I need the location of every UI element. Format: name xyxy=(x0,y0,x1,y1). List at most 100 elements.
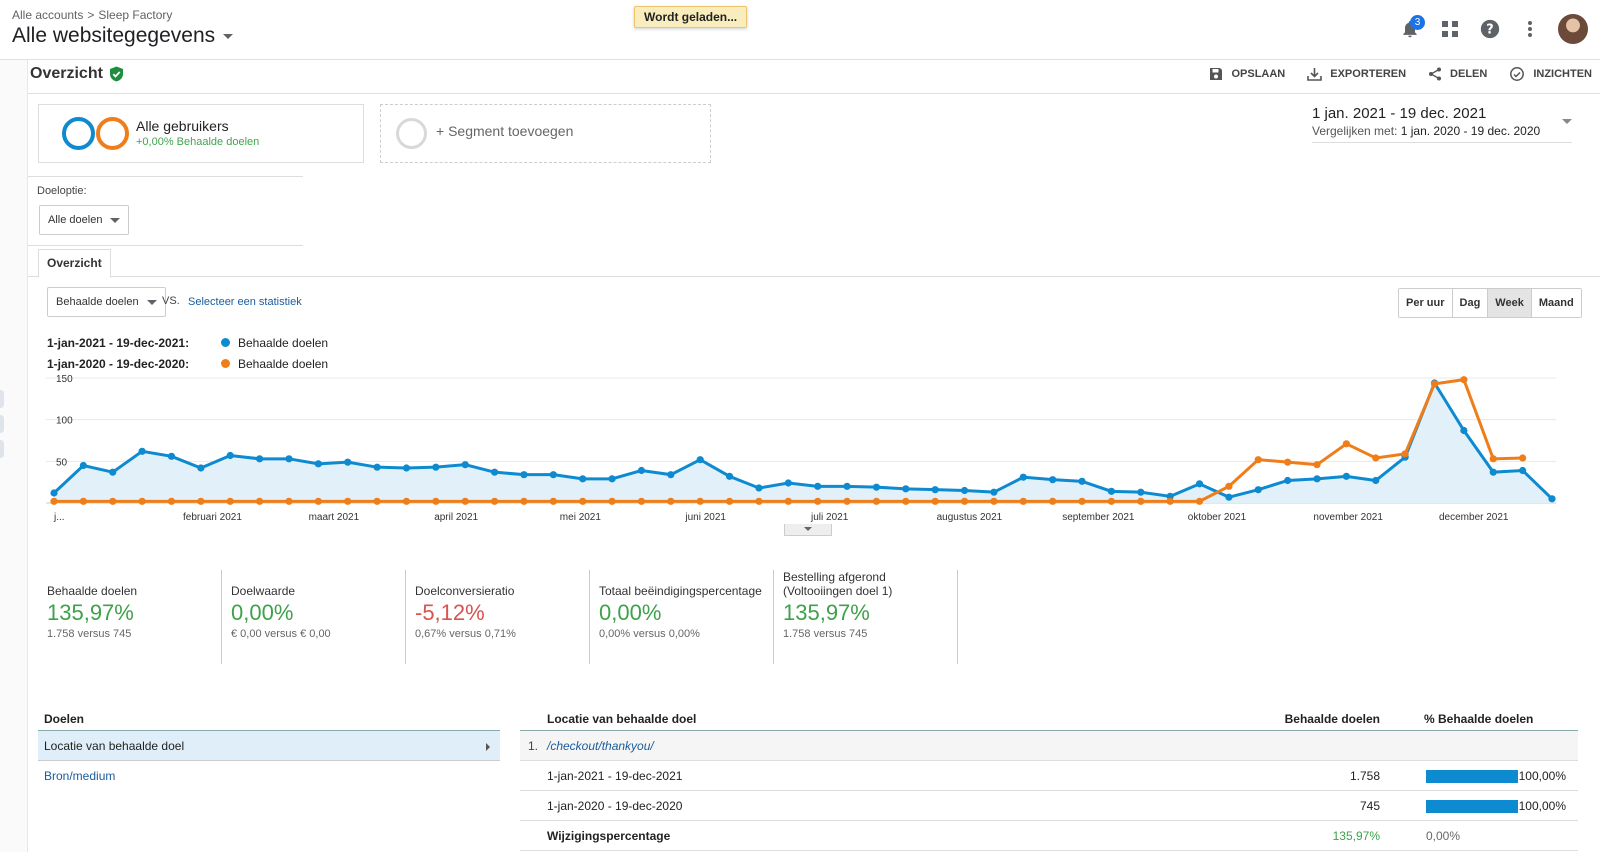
save-label: OPSLAAN xyxy=(1231,68,1286,80)
granularity-hourly[interactable]: Per uur xyxy=(1399,289,1452,317)
breadcrumb-all-accounts[interactable]: Alle accounts xyxy=(12,8,84,22)
data-point-current xyxy=(1107,487,1116,495)
data-point-current xyxy=(784,479,792,487)
scorecard-name: Behaalde doelen xyxy=(47,584,138,598)
row-location-link[interactable]: /checkout/thankyou/ xyxy=(547,739,654,753)
view-selector[interactable]: Alle websitegegevens xyxy=(12,24,234,48)
granularity-day[interactable]: Dag xyxy=(1451,289,1488,317)
scorecard-value: 135,97% xyxy=(47,600,134,625)
data-point-previous xyxy=(1107,497,1116,505)
scorecard[interactable]: Behaalde doelen 135,97% 1.758 versus 745 xyxy=(38,570,222,664)
data-point-previous xyxy=(256,497,264,505)
help-button[interactable]: ? xyxy=(1470,9,1510,49)
compare-label: Vergelijken met: xyxy=(1312,124,1398,138)
segment-sublabel: +0,00% Behaalde doelen xyxy=(136,136,260,148)
data-point-previous xyxy=(902,497,910,505)
rail-handle[interactable] xyxy=(0,440,4,458)
data-point-current xyxy=(814,482,822,490)
y-tick-label: 100 xyxy=(56,416,73,427)
help-icon: ? xyxy=(1480,19,1500,39)
breadcrumb-account[interactable]: Sleep Factory xyxy=(98,8,173,22)
apps-button[interactable] xyxy=(1430,9,1470,49)
data-point-current xyxy=(256,455,264,463)
data-point-current xyxy=(197,464,205,472)
legend-current: 1-jan-2021 - 19-dec-2021: Behaalde doele… xyxy=(47,332,328,353)
segment-label: Alle gebruikers xyxy=(136,118,229,134)
data-point-current xyxy=(138,447,146,455)
data-point-current xyxy=(1019,473,1027,481)
rail-handle[interactable] xyxy=(0,415,4,433)
page-title: Overzicht xyxy=(30,65,124,83)
legend-previous-dot xyxy=(221,359,230,368)
scorecard-value: 0,00% xyxy=(599,600,662,625)
scorecard[interactable]: Totaal beëindigingspercentage 0,00% 0,00… xyxy=(590,570,774,664)
scorecard-compare: 1.758 versus 745 xyxy=(783,628,868,640)
insights-button[interactable]: INZICHTEN xyxy=(1509,65,1592,83)
goal-option-value: Alle doelen xyxy=(48,214,103,226)
avatar[interactable] xyxy=(1558,14,1588,44)
data-point-current xyxy=(402,464,411,472)
compare-value: 1 jan. 2020 - 19 dec. 2020 xyxy=(1400,124,1541,138)
date-range-picker[interactable]: 1 jan. 2021 - 19 dec. 2021 Vergelijken m… xyxy=(1312,105,1572,143)
table-header: Locatie van behaalde doel Behaalde doele… xyxy=(520,708,1578,731)
row-goals-bar xyxy=(1426,800,1518,813)
data-point-current xyxy=(1166,492,1174,500)
scorecard[interactable]: Doelwaarde 0,00% € 0,00 versus € 0,00 xyxy=(222,570,406,664)
add-segment-button[interactable]: + Segment toevoegen xyxy=(380,104,711,163)
share-button[interactable]: DELEN xyxy=(1428,65,1487,83)
data-point-current xyxy=(579,475,587,483)
notifications-button[interactable]: 3 xyxy=(1390,9,1430,49)
dimension-goal-location[interactable]: Locatie van behaalde doel xyxy=(38,731,500,761)
chevron-down-icon xyxy=(110,217,121,223)
grid-icon xyxy=(1442,21,1458,37)
data-point-previous xyxy=(1195,497,1204,505)
metric-dropdown[interactable]: Behaalde doelen xyxy=(47,287,166,317)
loading-indicator: Wordt geladen... xyxy=(634,6,748,28)
dimension-source-medium[interactable]: Bron/medium xyxy=(44,769,116,783)
granularity-week[interactable]: Week xyxy=(1487,289,1531,317)
scorecard[interactable]: Bestelling afgerond (Voltooiingen doel 1… xyxy=(774,570,958,664)
data-point-current xyxy=(226,451,234,460)
export-button[interactable]: EXPORTEREN xyxy=(1307,65,1406,83)
goals-line-chart[interactable]: 150 100 50 j... februari 2021 maart 2021 april… xyxy=(46,368,1556,526)
col-location: Locatie van behaalde doel xyxy=(547,712,697,726)
segment-all-users[interactable]: Alle gebruikers +0,00% Behaalde doelen xyxy=(38,104,364,163)
select-statistic-link[interactable]: Selecteer een statistiek xyxy=(188,296,302,308)
col-goals[interactable]: Behaalde doelen xyxy=(1284,712,1380,726)
chart-expand-handle[interactable] xyxy=(784,524,832,536)
download-icon xyxy=(1307,68,1323,81)
data-point-current xyxy=(1313,475,1321,483)
save-button[interactable]: OPSLAAN xyxy=(1209,65,1285,83)
table-row: 1. /checkout/thankyou/ xyxy=(520,731,1578,761)
tab-overzicht[interactable]: Overzicht xyxy=(38,249,111,278)
table-row: 1-jan-2020 - 19-dec-2020 745 100,00% xyxy=(520,791,1578,821)
data-point-current xyxy=(50,489,58,497)
data-point-previous xyxy=(1166,497,1174,505)
legend-previous-range: 1-jan-2020 - 19-dec-2020: xyxy=(47,356,190,371)
dimension-label: Locatie van behaalde doel xyxy=(44,739,185,753)
granularity-month[interactable]: Maand xyxy=(1530,289,1581,317)
add-segment-circle xyxy=(396,118,427,149)
x-tick-label: april 2021 xyxy=(434,512,478,523)
data-point-current xyxy=(1137,488,1145,496)
goal-option-dropdown[interactable]: Alle doelen xyxy=(39,205,130,235)
scorecard-compare: 1.758 versus 745 xyxy=(47,628,132,640)
more-menu-button[interactable] xyxy=(1510,9,1550,49)
segment-current-circle xyxy=(62,117,95,150)
data-point-previous xyxy=(432,497,440,505)
chevron-down-icon xyxy=(146,299,157,305)
data-point-previous xyxy=(109,497,117,505)
series-line-current xyxy=(52,379,1554,500)
data-point-previous xyxy=(843,497,851,505)
data-point-current xyxy=(725,472,734,480)
data-point-previous xyxy=(1401,450,1409,458)
data-point-previous xyxy=(1284,458,1292,466)
x-tick-label: december 2021 xyxy=(1439,512,1509,523)
scorecard[interactable]: Doelconversieratio -5,12% 0,67% versus 0… xyxy=(406,570,590,664)
data-point-current xyxy=(1284,476,1292,485)
data-point-previous xyxy=(637,497,646,505)
rail-handle[interactable] xyxy=(0,390,4,408)
legend-current-range: 1-jan-2021 - 19-dec-2021: xyxy=(47,335,190,350)
insights-icon xyxy=(1510,67,1525,81)
data-point-current xyxy=(1078,477,1086,485)
